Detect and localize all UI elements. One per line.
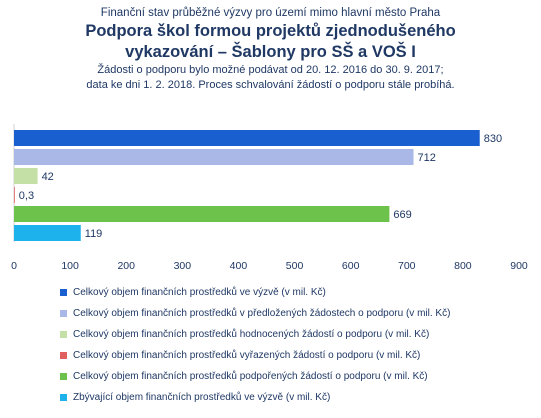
legend-label: Celkový objem finančních prostředků vyřa… [73,349,421,361]
legend-label: Celkový objem finančních prostředků podp… [73,370,428,382]
x-tick-label-4: 400 [230,260,248,272]
x-tick-label-8: 800 [454,260,472,272]
bar-label-4: 0,3 [19,190,34,202]
x-tick-label-2: 200 [117,260,135,272]
legend-item-5: Celkový objem finančních prostředků podp… [60,367,428,385]
bar-label-6: 119 [85,228,103,240]
x-tick-label-3: 300 [174,260,192,272]
bar-3 [14,168,38,184]
x-tick-label-9: 900 [510,260,528,272]
chart-title-line1: Podpora škol formou projektů zjednodušen… [85,22,456,40]
bar-label-2: 712 [418,152,436,164]
legend-swatch [60,330,67,338]
legend-item-4: Celkový objem finančních prostředků vyřa… [60,346,420,364]
bar-2 [14,149,414,165]
legend-swatch [60,372,67,380]
legend-label: Celkový objem finančních prostředků ve v… [73,286,326,298]
legend-item-6: Zbývající objem finančních prostředků ve… [60,388,330,406]
legend-label: Celkový objem finančních prostředků hodn… [73,328,430,340]
x-tick-label-7: 700 [398,260,416,272]
bar-label-5: 669 [393,209,411,221]
legend-label: Zbývající objem finančních prostředků ve… [73,391,331,403]
chart-note-line2: data ke dni 1. 2. 2018. Proces schvalová… [86,79,455,91]
bar-chart: 830 712 42 0,3 669 119 0 100 200 300 400 500 600 700 8… [11,124,528,272]
bar-4 [14,187,15,203]
legend-label: Celkový objem finančních prostředků v př… [73,307,451,319]
legend-item-3: Celkový objem finančních prostředků hodn… [60,325,429,343]
bar-5 [14,206,390,222]
bar-label-3: 42 [42,171,54,183]
bar-1 [14,130,480,146]
legend-swatch [60,288,67,296]
bar-label-1: 830 [484,133,502,145]
chart-note-line1: Žádosti o podporu bylo možné podávat od … [97,64,444,76]
legend-swatch [60,351,67,359]
legend-swatch [60,393,67,401]
x-tick-label-5: 500 [286,260,304,272]
x-tick-label-0: 0 [11,260,17,272]
chart-suptitle: Finanční stav průběžné výzvy pro území m… [100,7,441,19]
bar-6 [14,225,81,241]
x-tick-label-6: 600 [342,260,360,272]
x-tick-label-1: 100 [61,260,79,272]
chart-title-line2: vykazování – Šablony pro SŠ a VOŠ I [125,43,416,61]
legend-item-2: Celkový objem finančních prostředků v př… [60,304,450,322]
chart-header: Finanční stav průběžné výzvy pro území m… [0,6,541,93]
legend-item-1: Celkový objem finančních prostředků ve v… [60,283,326,301]
legend-swatch [60,309,67,317]
